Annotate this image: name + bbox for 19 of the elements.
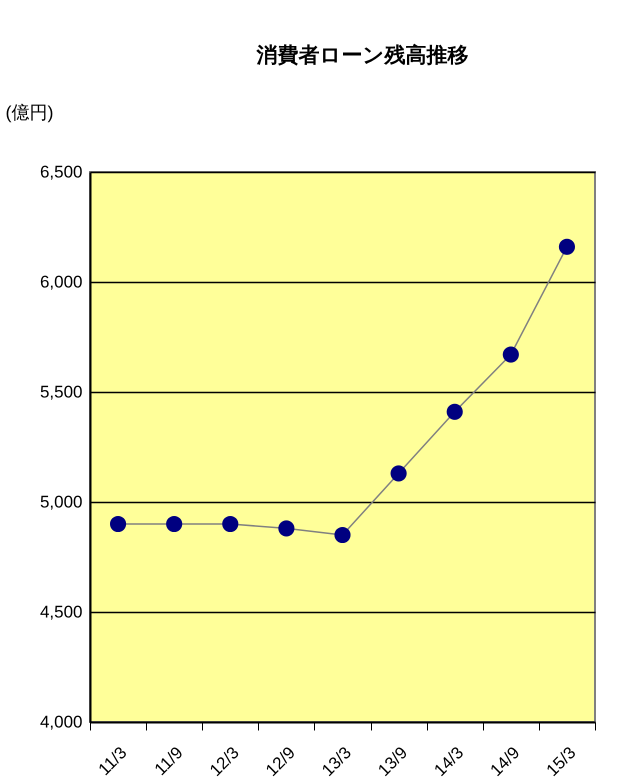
y-tick-label: 5,000 [40, 492, 82, 512]
x-tick-label: 11/3 [94, 743, 131, 780]
y-axis-title: (億円) [6, 102, 54, 122]
point [166, 516, 182, 532]
y-tick-label: 6,500 [40, 162, 82, 182]
x-tick-label: 11/9 [150, 743, 187, 780]
point [446, 404, 463, 420]
chart-title: 消費者ローン残高推移 [256, 43, 468, 67]
point [334, 526, 351, 544]
point [502, 346, 519, 363]
y-tick-label: 4,500 [40, 602, 82, 622]
y-tick-label: 4,000 [40, 712, 82, 732]
point [390, 465, 407, 482]
y-tick-label: 5,500 [40, 382, 82, 402]
point [278, 520, 294, 536]
point [558, 238, 576, 255]
y-tick-label: 6,000 [40, 272, 82, 292]
point [222, 516, 238, 532]
point [110, 516, 126, 532]
